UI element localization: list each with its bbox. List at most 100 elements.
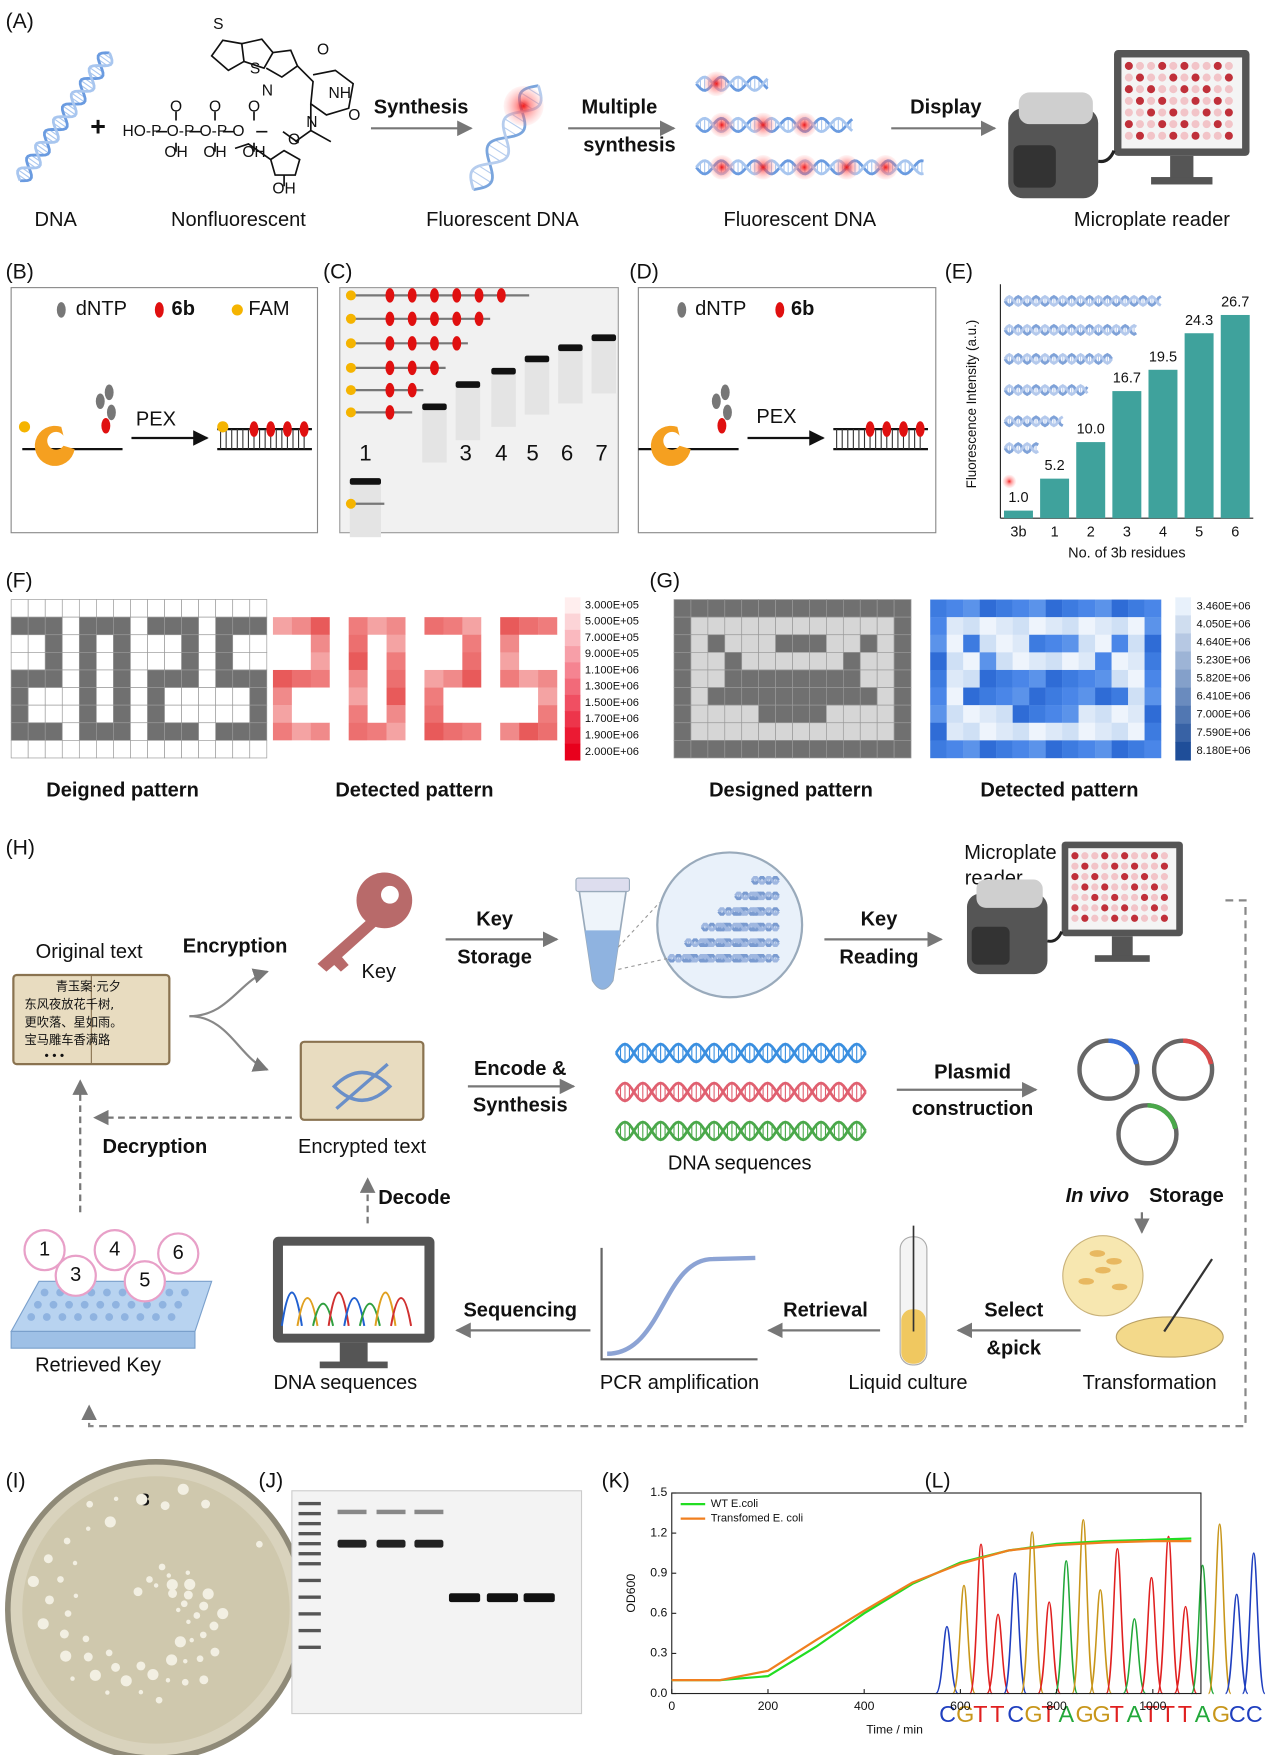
design-cell <box>10 669 29 688</box>
dye-nucleotide <box>299 421 309 437</box>
design-cell <box>96 634 114 653</box>
panel-label: (K) <box>602 1469 630 1492</box>
chem-label: S <box>250 60 260 77</box>
poem-line: 宝马雕车香满路 <box>25 1032 111 1047</box>
colorbar-swatch <box>1175 705 1191 725</box>
gel-smear <box>455 384 481 441</box>
well <box>1081 873 1089 881</box>
stand <box>1151 177 1213 185</box>
detect-cell <box>443 669 463 688</box>
design-cell <box>181 652 199 671</box>
design-cell <box>792 722 810 741</box>
feedback-arrow <box>81 899 1247 1428</box>
design-cell <box>809 669 827 688</box>
design-cell <box>724 652 743 671</box>
bacterium <box>1078 1277 1094 1285</box>
strand <box>750 907 780 916</box>
well <box>1150 893 1159 902</box>
trace-peak <box>935 1625 959 1695</box>
x-tick-label: 1 <box>1051 525 1059 541</box>
detect-cell <box>1128 687 1145 706</box>
colorbar-label: 7.000E+05 <box>585 632 639 644</box>
lane-label: 1 <box>359 441 371 466</box>
x-tick-label: 400 <box>854 1699 875 1713</box>
design-cell <box>859 616 878 636</box>
dye-nucleotide <box>865 421 875 437</box>
detect-cell <box>946 669 964 688</box>
detect-cell <box>1029 722 1046 741</box>
well <box>1101 914 1109 922</box>
detect-cell <box>996 705 1013 723</box>
ladder-band <box>298 1542 321 1546</box>
series-line <box>671 1540 1192 1682</box>
colony <box>133 1587 143 1597</box>
design-cell <box>673 722 692 741</box>
design-cell <box>809 652 827 671</box>
detect-cell <box>1062 705 1079 723</box>
label: Storage <box>457 947 532 969</box>
detect-cell <box>500 669 520 688</box>
chem-label: O <box>248 98 260 115</box>
design-cell <box>842 669 861 688</box>
design-cell <box>130 669 148 688</box>
dna-helix <box>1003 384 1089 397</box>
design-cell <box>741 740 759 759</box>
colony <box>210 1647 220 1657</box>
well <box>1169 108 1178 117</box>
design-cell <box>690 722 709 741</box>
detect-cell <box>481 705 501 723</box>
panel-label: (J) <box>258 1469 283 1492</box>
detect-cell <box>1062 722 1079 741</box>
detect-cell <box>462 652 482 671</box>
design-cell <box>27 740 46 759</box>
x-tick-label: 600 <box>950 1699 971 1713</box>
chem-structure <box>294 103 332 143</box>
well <box>1158 131 1167 140</box>
well <box>1135 73 1144 82</box>
detect-cell <box>996 634 1013 653</box>
well <box>1147 61 1156 70</box>
detect-cell <box>979 722 997 741</box>
well <box>1147 131 1156 140</box>
colony <box>199 1631 207 1639</box>
colorbar-swatch <box>1175 615 1191 635</box>
detect-cell <box>1029 634 1046 653</box>
detect-cell <box>1111 687 1129 706</box>
design-cell <box>27 704 46 724</box>
colony <box>196 1655 204 1663</box>
well <box>1071 873 1079 881</box>
detect-cell <box>310 722 330 741</box>
trace-peak <box>1156 1535 1181 1695</box>
label: Encode & <box>474 1058 566 1080</box>
detect-cell <box>500 722 520 741</box>
detect-cell <box>367 617 387 635</box>
design-cell <box>61 634 80 653</box>
detect-cell <box>963 634 980 653</box>
detect-cell <box>310 599 330 618</box>
colorbar-swatch <box>1175 651 1191 671</box>
design-cell <box>775 687 793 706</box>
dntp <box>723 404 732 421</box>
design-cell <box>10 634 29 653</box>
label: Key <box>861 909 899 931</box>
colony <box>83 1652 93 1662</box>
well <box>1224 85 1233 94</box>
fluor-glow <box>1002 474 1016 489</box>
panel-label: (C) <box>323 261 352 284</box>
well <box>1130 862 1139 870</box>
dye-nucleotide <box>430 360 439 376</box>
design-cell <box>249 616 268 636</box>
legend-text: 6b <box>791 298 814 320</box>
colony <box>184 1578 196 1591</box>
design-cell <box>249 669 268 688</box>
dye-nucleotide <box>474 288 484 303</box>
design-cell <box>893 634 912 653</box>
well <box>1124 73 1133 82</box>
gel-band <box>414 1509 444 1515</box>
detect-cell <box>519 634 539 653</box>
well <box>1071 904 1079 912</box>
design-cell <box>10 616 29 636</box>
dye-nucleotide <box>474 311 484 327</box>
dye-nucleotide <box>430 311 439 327</box>
